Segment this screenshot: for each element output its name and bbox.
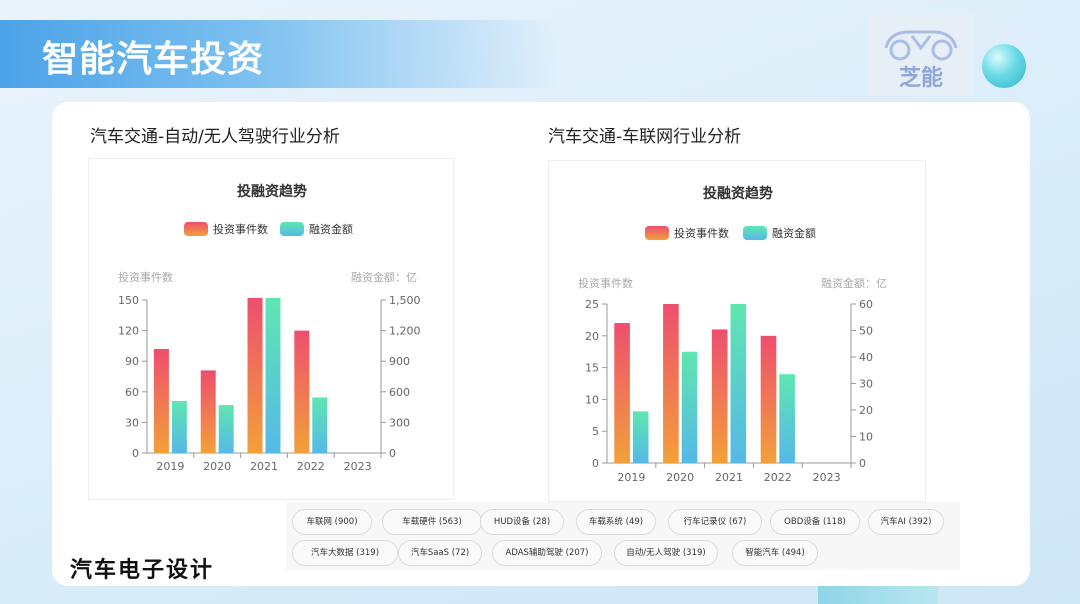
tag-chip[interactable]: 智能汽车 (494) <box>732 540 818 566</box>
bar-amount-2022 <box>779 374 795 463</box>
y-tick-label-right: 50 <box>859 325 873 338</box>
y-tick-label-left: 0 <box>592 457 599 470</box>
x-tick-label: 2022 <box>764 471 792 484</box>
x-tick-label: 2019 <box>617 471 645 484</box>
y-tick-label-right: 1,200 <box>389 325 421 338</box>
y-tick-label-left: 120 <box>118 325 139 338</box>
x-tick-label: 2021 <box>715 471 743 484</box>
bar-events-2021 <box>711 329 728 463</box>
y-axis-left-label: 投资事件数 <box>118 270 173 284</box>
tag-chip[interactable]: 车载系统 (49) <box>576 509 656 535</box>
section-title-autonomous: 汽车交通-自动/无人驾驶行业分析 <box>90 127 340 147</box>
tag-chip[interactable]: 车联网 (900) <box>292 509 372 535</box>
y-axis-right-label: 融资金额：亿 <box>351 270 417 284</box>
legend-label: 投资事件数 <box>674 226 729 240</box>
y-tick-label-right: 40 <box>859 351 873 364</box>
x-tick-label: 2021 <box>250 460 278 473</box>
x-tick-label: 2020 <box>203 460 231 473</box>
decorative-strip <box>818 586 938 604</box>
tag-chip[interactable]: HUD设备 (28) <box>480 509 564 535</box>
y-tick-label-left: 30 <box>125 416 139 429</box>
y-tick-label-right: 600 <box>389 386 410 399</box>
y-tick-label-right: 10 <box>859 431 873 444</box>
title-banner <box>0 20 560 88</box>
y-tick-label-left: 90 <box>125 355 139 368</box>
legend-swatch <box>184 222 208 236</box>
logo-text: 芝能 <box>898 66 943 91</box>
bar-amount-2020 <box>218 405 234 453</box>
page-title: 智能汽车投资 <box>42 39 265 80</box>
legend-swatch <box>645 226 669 240</box>
legend-label: 投资事件数 <box>213 222 268 236</box>
tag-chip[interactable]: 车载硬件 (563) <box>382 509 482 535</box>
y-tick-label-left: 60 <box>125 386 139 399</box>
chart-iov: 投融资趋势 投资事件数 融资金额 投资事件数 融资金额：亿 0 5 10 15 20 25 0 10 20… <box>548 160 926 502</box>
y-tick-label-right: 30 <box>859 378 873 391</box>
chart-title: 投融资趋势 <box>703 185 773 202</box>
bar-events-2021 <box>247 297 263 453</box>
y-tick-label-left: 150 <box>118 294 139 307</box>
y-tick-label-left: 25 <box>585 298 599 311</box>
y-axis-left-label: 投资事件数 <box>578 276 633 290</box>
bar-amount-2019 <box>632 411 649 463</box>
y-tick-label-left: 20 <box>585 330 599 343</box>
bar-amount-2020 <box>681 351 698 463</box>
tag-chip[interactable]: 汽车SaaS (72) <box>398 540 482 566</box>
tag-chip[interactable]: 汽车AI (392) <box>868 509 944 535</box>
legend-swatch <box>743 226 767 240</box>
x-tick-label: 2023 <box>813 471 841 484</box>
y-tick-label-left: 5 <box>592 425 599 438</box>
y-tick-label-left: 10 <box>585 393 599 406</box>
tag-chip[interactable]: 汽车大数据 (319) <box>292 540 398 566</box>
y-axis-right-label: 融资金额：亿 <box>821 276 887 290</box>
bar-events-2022 <box>294 330 310 453</box>
tag-chip[interactable]: ADAS辅助驾驶 (207) <box>492 540 602 566</box>
chart-title: 投融资趋势 <box>237 183 307 200</box>
tag-chip[interactable]: 自动/无人驾驶 (319) <box>614 540 718 566</box>
legend-label: 融资金额 <box>772 226 816 240</box>
bar-amount-2021 <box>730 304 747 463</box>
legend-swatch <box>280 222 304 236</box>
y-tick-label-left: 15 <box>585 362 599 375</box>
y-tick-label-right: 60 <box>859 298 873 311</box>
tag-cloud: 车联网 (900) 车载硬件 (563) HUD设备 (28) 车载系统 (49) 行车… <box>286 502 960 570</box>
x-tick-label: 2019 <box>156 460 184 473</box>
y-tick-label-left: 0 <box>132 447 139 460</box>
footer-brand: 汽车电子设计 <box>70 558 215 583</box>
bar-amount-2019 <box>171 400 187 453</box>
tag-chip[interactable]: 行车记录仪 (67) <box>668 509 762 535</box>
bar-events-2019 <box>153 348 169 453</box>
section-title-iov: 汽车交通-车联网行业分析 <box>548 127 742 147</box>
y-tick-label-right: 0 <box>389 447 396 460</box>
bar-amount-2022 <box>312 397 328 453</box>
y-tick-label-right: 900 <box>389 355 410 368</box>
car-logo-icon <box>884 30 958 61</box>
bar-events-2020 <box>200 370 216 453</box>
bar-events-2020 <box>663 304 679 463</box>
y-tick-label-right: 0 <box>859 457 866 470</box>
chart-autonomous-driving: 投融资趋势 投资事件数 融资金额 投资事件数 融资金额：亿 0 30 60 90 120 150 0 3… <box>88 158 454 500</box>
tag-chip[interactable]: OBD设备 (118) <box>770 509 860 535</box>
y-tick-label-right: 1,500 <box>389 294 421 307</box>
legend-label: 融资金额 <box>309 222 353 236</box>
brand-logo: 芝能 <box>868 14 974 96</box>
x-tick-label: 2020 <box>666 471 694 484</box>
x-tick-label: 2022 <box>297 460 325 473</box>
x-tick-label: 2023 <box>344 460 372 473</box>
y-tick-label-right: 20 <box>859 404 873 417</box>
bar-amount-2021 <box>265 297 281 453</box>
y-tick-label-right: 300 <box>389 416 410 429</box>
decorative-orb <box>982 44 1026 88</box>
bar-events-2022 <box>760 335 777 463</box>
bar-events-2019 <box>614 323 630 463</box>
